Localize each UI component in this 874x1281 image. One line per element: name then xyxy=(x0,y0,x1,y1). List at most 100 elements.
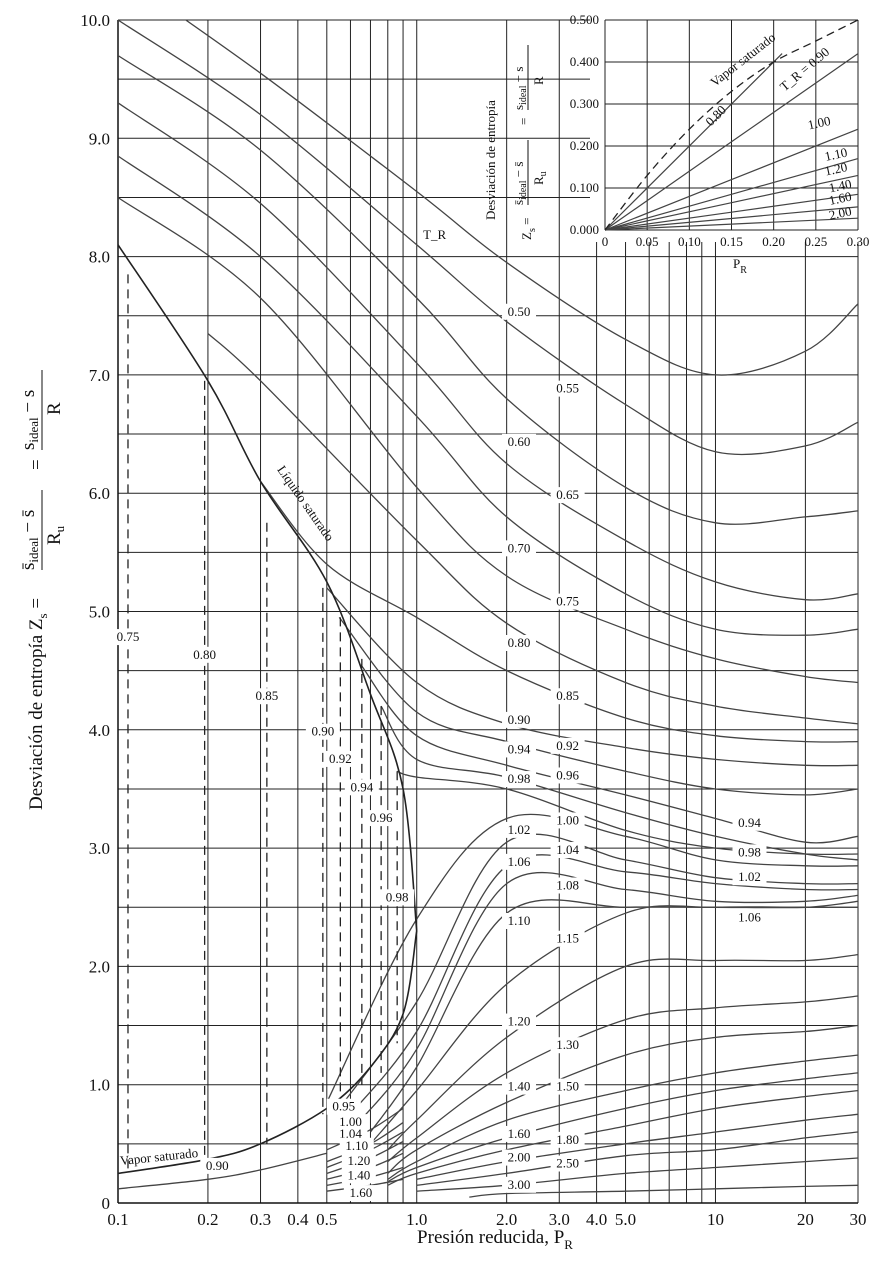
svg-text:=: = xyxy=(26,459,47,470)
inset-isotherm-line xyxy=(604,206,859,231)
curve-label-bg xyxy=(550,380,585,397)
inset-curve-label: 1.00 xyxy=(806,113,831,132)
curve-label-bg xyxy=(326,1098,361,1115)
curve-label: 1.00 xyxy=(339,1114,362,1129)
inset-isotherm-line xyxy=(604,174,859,231)
inset-curve-label: 1.20 xyxy=(823,159,848,178)
curve-label: 1.80 xyxy=(556,1132,579,1147)
curve-label-bg xyxy=(550,688,585,705)
svg-text:Zs =: Zs = xyxy=(519,218,538,240)
curve-label-bg xyxy=(550,812,585,829)
curve-label-bg xyxy=(200,1157,235,1174)
curve-label: 0.95 xyxy=(332,1099,355,1114)
isotherm-line xyxy=(380,705,858,861)
curve-label-bg xyxy=(502,1078,537,1095)
inset-x-tick-label: 0.25 xyxy=(804,234,827,249)
curve-label-bg xyxy=(341,1167,376,1184)
isotherm-line xyxy=(416,1131,858,1186)
saturated-liquid-line xyxy=(118,244,418,931)
x-tick-label: 0.1 xyxy=(107,1210,128,1229)
curve-label: 0.94 xyxy=(508,741,531,756)
curve-label: 0.98 xyxy=(508,771,531,786)
svg-text:=: = xyxy=(516,118,531,125)
curve-label: 2.50 xyxy=(556,1156,579,1171)
x-tick-label: 0.5 xyxy=(316,1210,337,1229)
inset-y-tick-label: 0.400 xyxy=(570,54,599,69)
curve-label: 0.90 xyxy=(508,712,531,727)
inset-y-tick-label: 0.500 xyxy=(570,12,599,27)
curve-label: 3.00 xyxy=(508,1177,531,1192)
inset-x-tick-label: 0.05 xyxy=(636,234,659,249)
curve-label-bg xyxy=(502,634,537,651)
inset-curve-label: 2.00 xyxy=(828,203,853,222)
curve-label: 0.80 xyxy=(508,635,531,650)
y-tick-label: 8.0 xyxy=(89,248,110,267)
isotherm-line xyxy=(207,333,858,725)
y-tick-label: 3.0 xyxy=(89,839,110,858)
curve-label: 1.20 xyxy=(508,1014,531,1029)
x-tick-label: 2.0 xyxy=(496,1210,517,1229)
curve-label-bg xyxy=(341,1153,376,1170)
tie-label-bg xyxy=(187,646,222,663)
curve-label-bg xyxy=(550,842,585,859)
curve-label-bg xyxy=(550,593,585,610)
curve-label-bg xyxy=(732,814,767,831)
curve-label: 1.06 xyxy=(508,854,531,869)
inset-curve-label: 1.60 xyxy=(828,189,853,208)
x-tick-label: 20 xyxy=(797,1210,814,1229)
isotherm-line xyxy=(184,20,858,376)
x-tick-label: 0.2 xyxy=(197,1210,218,1229)
curve-label: 0.98 xyxy=(738,844,761,859)
isotherm-line xyxy=(326,1107,404,1151)
curve-label: 1.04 xyxy=(556,842,579,857)
curve-label-bg xyxy=(502,771,537,788)
svg-text:R: R xyxy=(44,402,65,415)
curve-label-bg xyxy=(339,1137,374,1154)
curve-label: 1.50 xyxy=(556,1079,579,1094)
y-tick-label: 0 xyxy=(102,1194,111,1213)
isotherm-line xyxy=(118,196,858,684)
y-tick-label: 5.0 xyxy=(89,603,110,622)
curve-label-bg xyxy=(502,821,537,838)
curve-label-bg xyxy=(502,1176,537,1193)
inset-x-tick-label: 0.10 xyxy=(678,234,701,249)
inset-chart: 0 0.05 0.10 0.15 0.20 0.25 0.30 0.000 0.100 0.200… xyxy=(483,12,869,276)
inset-x-tick-label: 0 xyxy=(602,234,609,249)
tr-label: T_R xyxy=(423,227,446,242)
curve-label-bg xyxy=(502,912,537,929)
curve-label: 0.85 xyxy=(556,688,579,703)
curve-label: 0.96 xyxy=(556,767,579,782)
curve-label: 1.04 xyxy=(339,1126,362,1141)
x-tick-label: 5.0 xyxy=(615,1210,636,1229)
curve-label-bg xyxy=(343,1185,378,1202)
isotherm-line xyxy=(118,54,858,525)
curve-label-bg xyxy=(550,1078,585,1095)
curve-label: 2.00 xyxy=(508,1150,531,1165)
inset-y-tick-label: 0.100 xyxy=(570,180,599,195)
isotherm-line xyxy=(360,664,858,844)
curve-label-bg xyxy=(550,767,585,784)
inset-x-tick-label: 0.30 xyxy=(847,234,870,249)
saturated-liquid-label: Líquido saturado xyxy=(274,463,337,544)
isotherm-line xyxy=(118,20,858,456)
curve-label: 1.02 xyxy=(508,822,531,837)
curve-label-bg xyxy=(550,1131,585,1148)
isotherm-line xyxy=(387,1024,858,1174)
curve-label: 1.40 xyxy=(508,1079,531,1094)
inset-isotherm-line xyxy=(604,128,859,231)
tie-label-bg xyxy=(110,629,145,646)
isotherm-line xyxy=(118,102,858,601)
isotherm-line xyxy=(349,854,858,1115)
saturated-vapor-label: Vapor saturado xyxy=(119,1145,198,1168)
curve-label: 0.60 xyxy=(508,434,531,449)
x-tick-label: 4.0 xyxy=(586,1210,607,1229)
inset-curve-label: 1.40 xyxy=(828,176,853,195)
inset-x-axis-title: PR xyxy=(733,256,747,276)
curve-label-bg xyxy=(732,844,767,861)
inset-curve-label: 1.10 xyxy=(823,144,848,163)
curve-label: 1.60 xyxy=(508,1126,531,1141)
isotherm-line xyxy=(387,1072,858,1183)
curve-label: 1.40 xyxy=(347,1167,370,1182)
inset-saturated-vapor-line xyxy=(604,19,859,231)
